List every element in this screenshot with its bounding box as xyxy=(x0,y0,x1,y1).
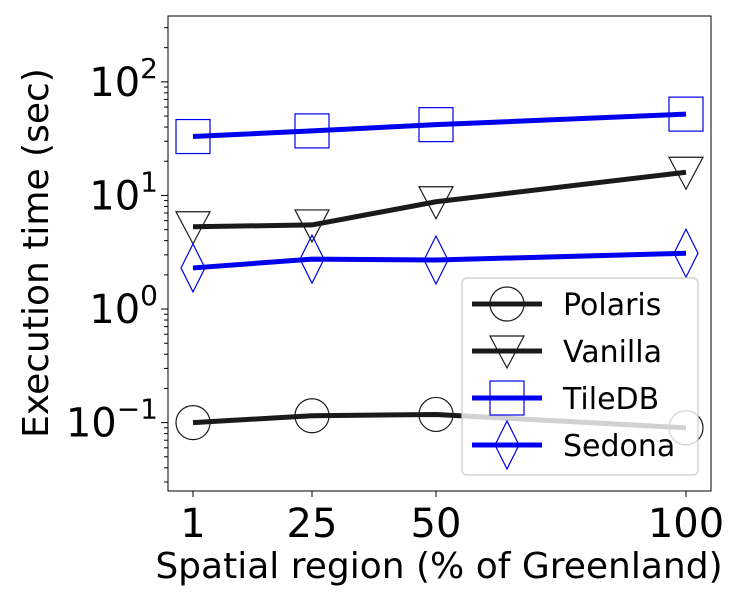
marker-diamond xyxy=(423,234,449,286)
legend-item-vanilla: Vanilla xyxy=(472,335,662,370)
marker-square xyxy=(418,107,454,143)
legend-label: TileDB xyxy=(562,382,659,417)
marker-circle xyxy=(294,398,330,434)
marker-triangle xyxy=(668,156,704,191)
legend-label: Vanilla xyxy=(563,335,662,370)
series-sedona xyxy=(180,227,699,294)
marker-diamond xyxy=(673,227,699,279)
x-tick-label: 25 xyxy=(287,501,338,547)
marker-diamond xyxy=(299,233,325,285)
series-vanilla xyxy=(175,156,704,246)
y-tick-label: 102 xyxy=(89,52,158,106)
legend-item-sedona: Sedona xyxy=(472,419,675,471)
legend-item-tiledb: TileDB xyxy=(472,380,659,417)
legend-label: Sedona xyxy=(563,429,675,464)
y-tick-label: 100 xyxy=(89,279,158,333)
x-axis: 1 25 50 100 xyxy=(180,491,724,547)
marker-diamond xyxy=(180,242,206,294)
marker-triangle xyxy=(175,211,211,246)
marker-triangle xyxy=(294,209,330,244)
marker-diamond xyxy=(494,419,520,471)
series-tiledb xyxy=(175,96,704,155)
marker-circle xyxy=(489,286,525,322)
marker-square xyxy=(175,118,211,155)
y-axis-title: Execution time (sec) xyxy=(16,68,57,438)
series-layer xyxy=(175,96,704,446)
series-line xyxy=(192,169,687,230)
legend-box xyxy=(461,277,699,476)
legend-item-polaris: Polaris xyxy=(472,286,661,323)
legend-label: Polaris xyxy=(563,288,661,323)
x-tick-label: 50 xyxy=(411,501,462,547)
y-tick-label: 101 xyxy=(89,165,158,219)
marker-square xyxy=(294,113,330,149)
series-line xyxy=(192,111,687,140)
y-axis: 10−1 100 101 102 xyxy=(66,27,168,483)
marker-triangle xyxy=(418,186,454,221)
marker-triangle xyxy=(489,335,525,370)
x-tick-label: 1 xyxy=(180,501,205,547)
marker-circle xyxy=(175,405,211,441)
series-line xyxy=(192,250,687,271)
x-axis-title: Spatial region (% of Greenland) xyxy=(155,546,722,587)
legend: Polaris Vanilla TileDB Sedona xyxy=(461,277,699,476)
marker-circle xyxy=(418,396,454,433)
x-tick-label: 100 xyxy=(648,501,724,547)
marker-square xyxy=(668,96,704,132)
y-tick-label: 10−1 xyxy=(66,393,158,447)
marker-square xyxy=(489,380,525,416)
